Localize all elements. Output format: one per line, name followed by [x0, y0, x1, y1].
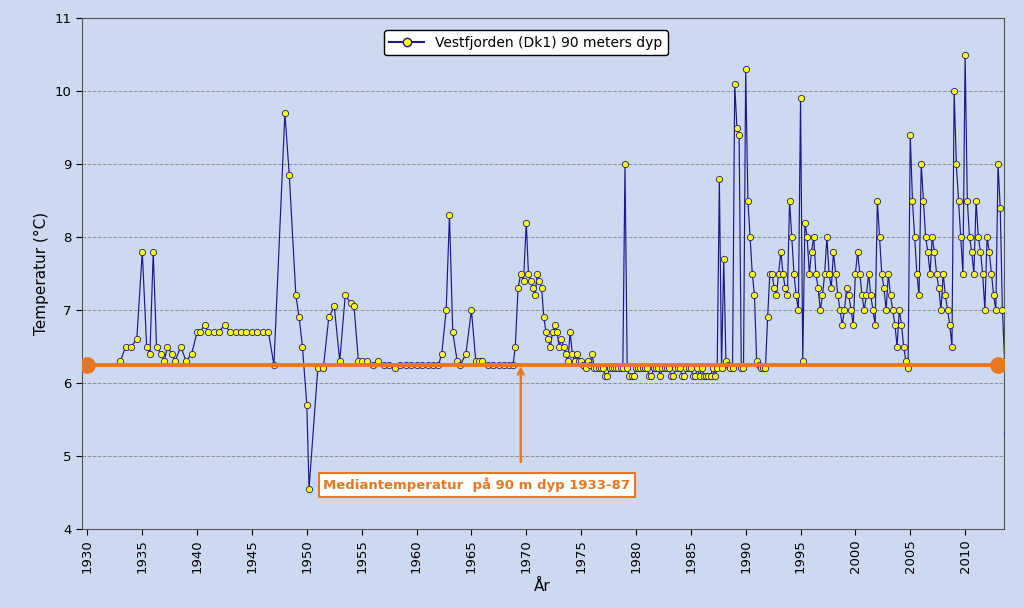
Legend: Vestfjorden (Dk1) 90 meters dyp: Vestfjorden (Dk1) 90 meters dyp	[384, 30, 668, 55]
Y-axis label: Temperatur (°C): Temperatur (°C)	[34, 212, 49, 335]
X-axis label: År: År	[535, 579, 551, 594]
Text: Mediantemperatur  på 90 m dyp 1933-87: Mediantemperatur på 90 m dyp 1933-87	[324, 478, 631, 492]
